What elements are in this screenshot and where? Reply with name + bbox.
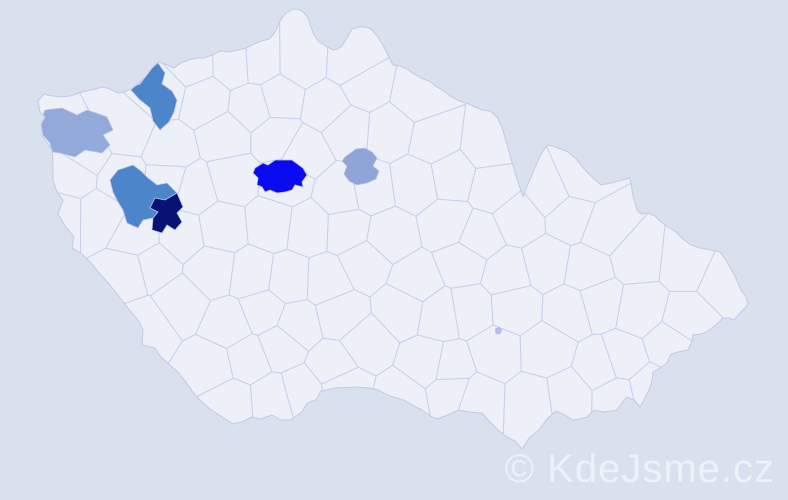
watermark-link[interactable]: © KdeJsme.cz	[504, 447, 775, 491]
highlight-district-plzen-city[interactable]	[149, 192, 184, 234]
country-outline	[37, 8, 749, 450]
highlight-marker-dot[interactable]	[494, 326, 503, 335]
highlighted-districts-layer	[39, 62, 503, 335]
highlight-district-east-of-prague[interactable]	[341, 147, 380, 186]
highlight-district-prague[interactable]	[252, 159, 308, 194]
